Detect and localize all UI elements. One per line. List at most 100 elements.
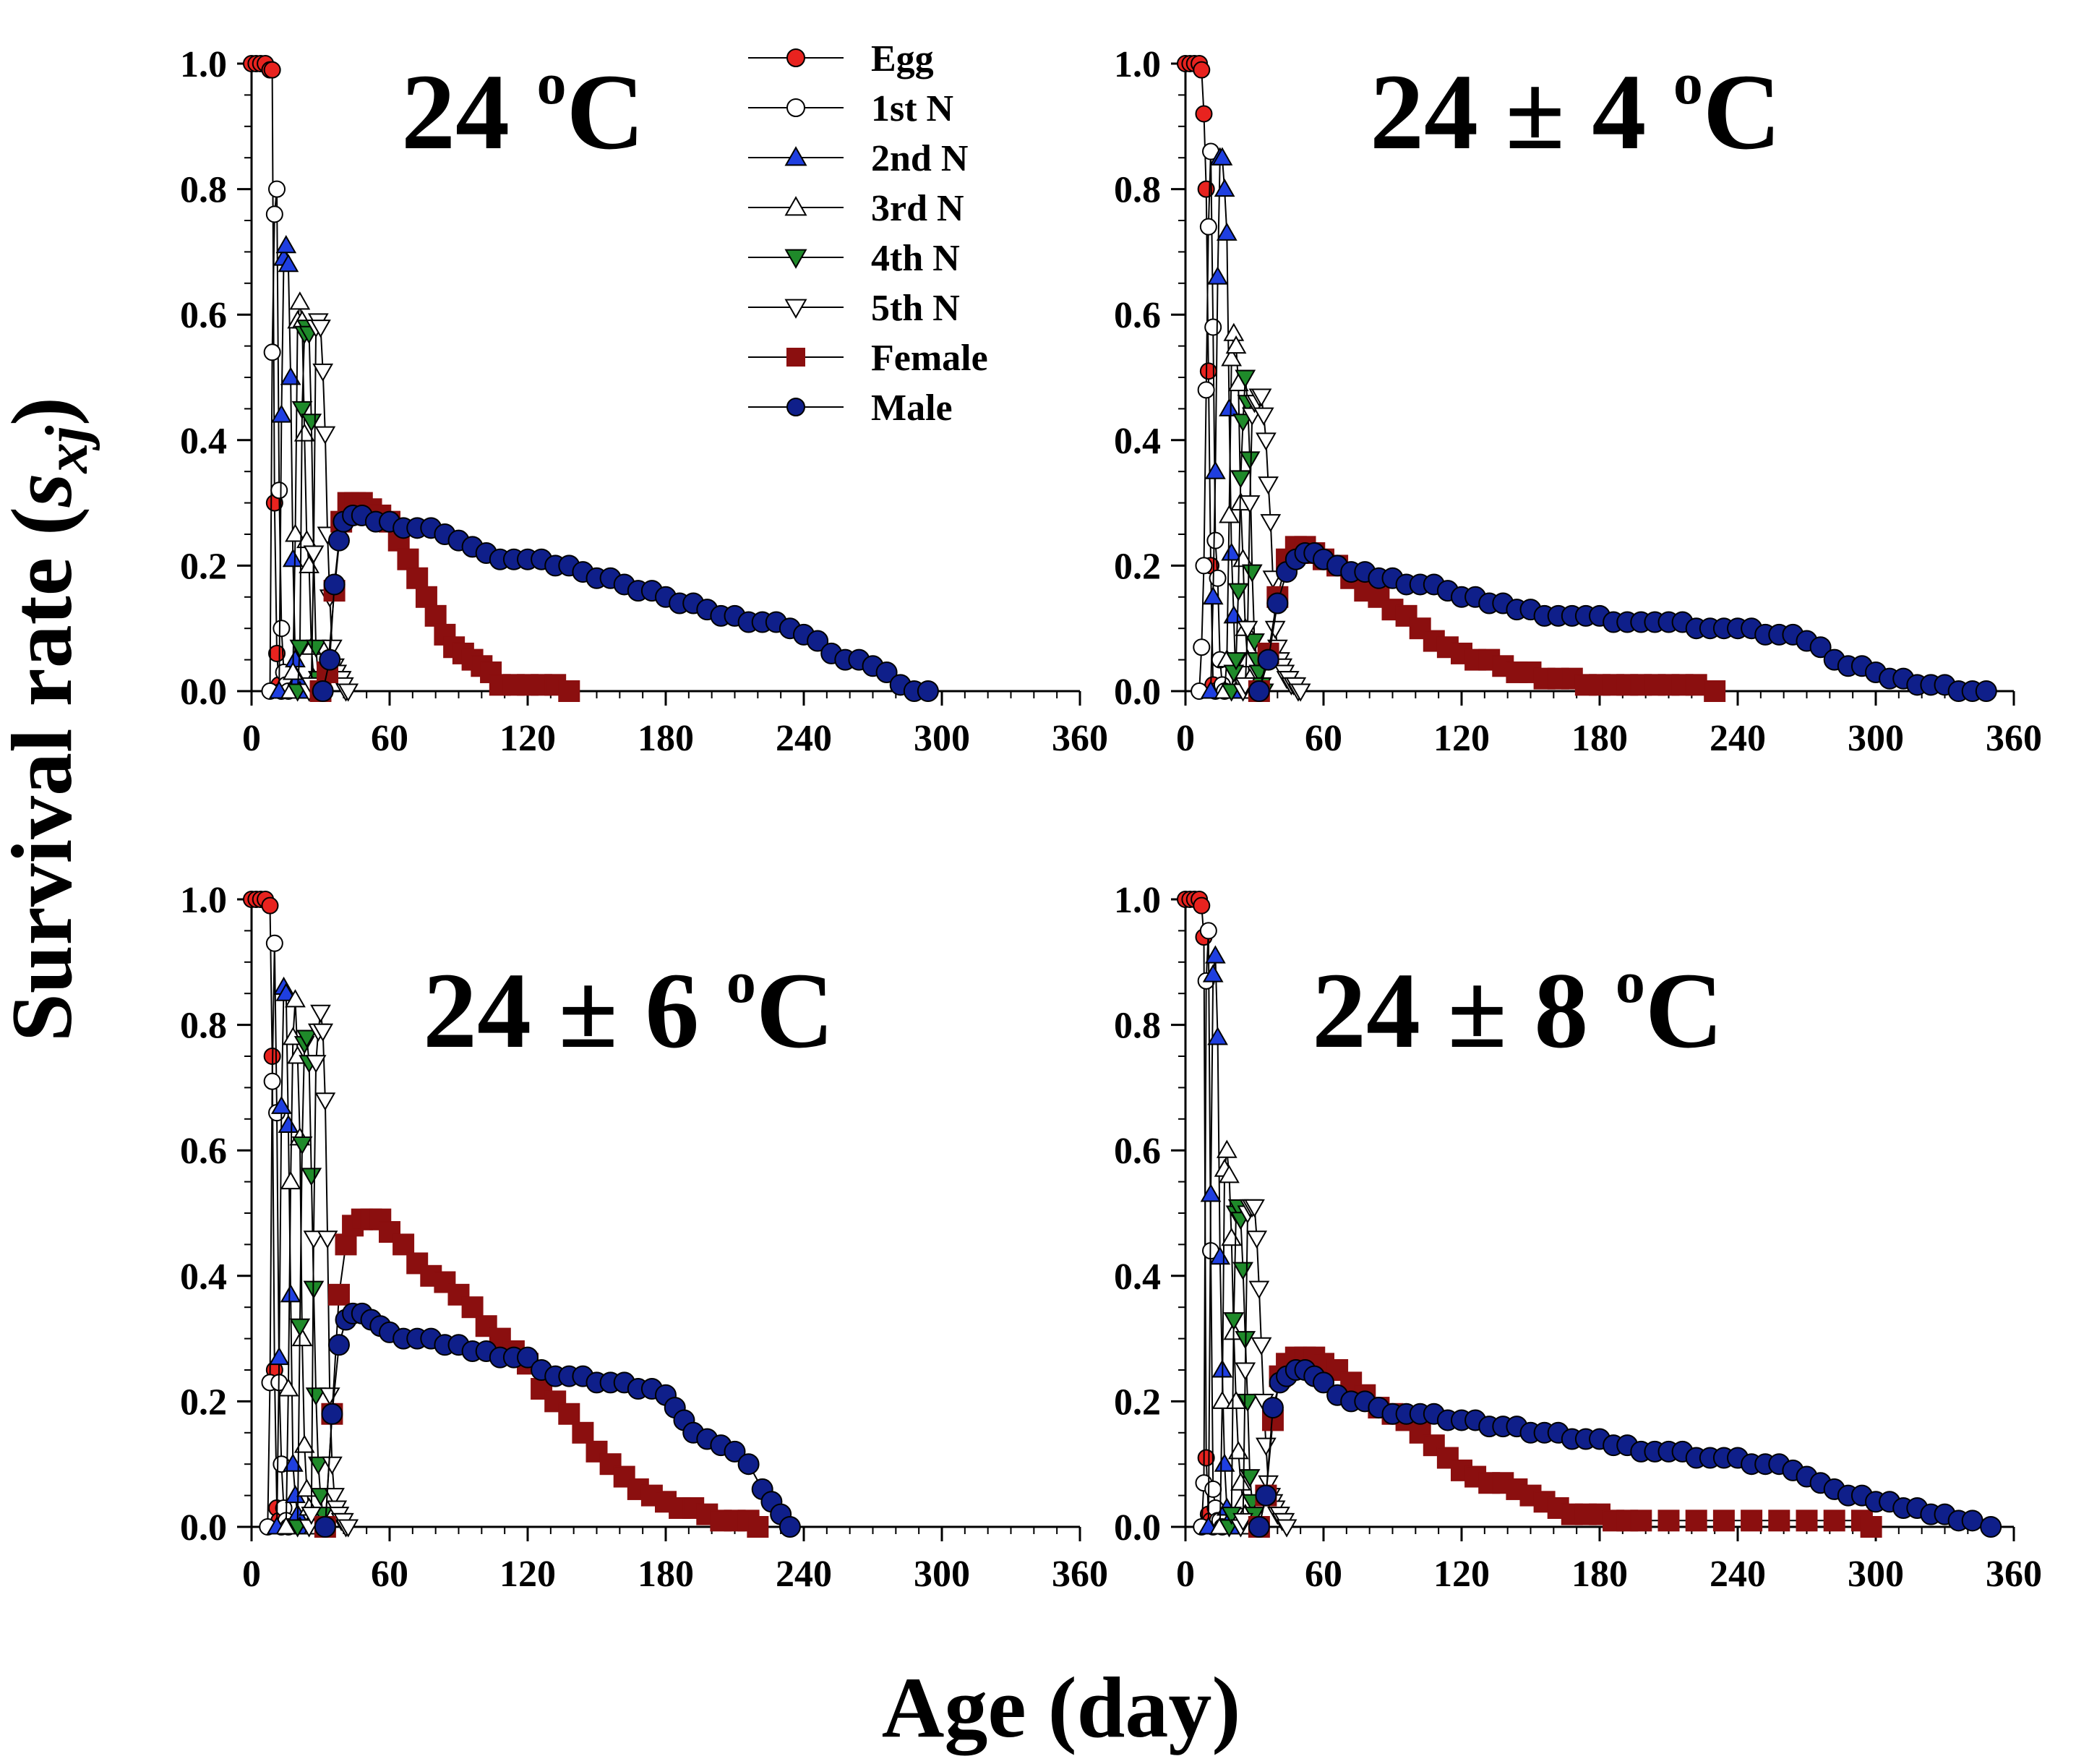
data-point <box>310 1488 331 1507</box>
data-point <box>291 401 313 420</box>
y-tick-label: 0.6 <box>180 295 227 336</box>
panel-title-unit: C <box>1645 951 1723 1071</box>
data-point <box>268 180 286 198</box>
data-point <box>327 1283 350 1306</box>
data-point <box>1685 674 1707 696</box>
x-tick-label: 0 <box>1176 1554 1195 1595</box>
data-point <box>1239 495 1261 514</box>
data-point <box>327 1334 350 1356</box>
data-point <box>327 529 350 552</box>
y-axis-title-symbol: s <box>0 473 90 508</box>
data-point <box>1256 432 1277 451</box>
data-point <box>1235 1362 1256 1381</box>
data-point <box>280 1170 301 1190</box>
data-point <box>280 1284 301 1303</box>
data-point <box>1202 586 1224 605</box>
data-point <box>1193 61 1211 79</box>
y-tick-label: 0.2 <box>180 546 227 587</box>
y-tick-label: 0.4 <box>1114 421 1161 462</box>
data-point <box>1227 583 1249 601</box>
data-point <box>280 367 301 385</box>
panel-title: 24 ± 4 oC <box>1370 51 1781 172</box>
data-point <box>314 426 336 445</box>
data-point <box>1253 407 1274 426</box>
data-point <box>1239 451 1261 470</box>
data-point <box>572 1421 594 1444</box>
panel-title: 24 oC <box>401 51 645 172</box>
data-point <box>1216 1139 1238 1158</box>
legend-marker <box>784 196 807 216</box>
y-tick-label: 0.2 <box>1114 1382 1161 1423</box>
x-tick-label: 360 <box>1986 718 2042 759</box>
data-point <box>1657 1510 1680 1532</box>
series-male <box>312 504 939 702</box>
y-tick-label: 0.8 <box>180 1006 227 1047</box>
data-point <box>1197 381 1215 399</box>
data-point <box>1860 1516 1882 1538</box>
data-point <box>282 1453 304 1472</box>
data-point <box>1741 1510 1763 1532</box>
data-point <box>291 1327 313 1347</box>
legend-marker <box>784 249 807 269</box>
data-point <box>1225 1390 1247 1409</box>
data-point <box>289 291 311 310</box>
series-line <box>252 63 283 692</box>
data-point <box>323 573 346 596</box>
data-point <box>282 662 304 680</box>
panel-title-degree: o <box>537 51 567 116</box>
data-point <box>1255 1484 1277 1507</box>
data-point <box>314 1092 336 1111</box>
data-point <box>301 1168 322 1186</box>
legend-marker <box>784 299 807 319</box>
data-point <box>335 1233 357 1256</box>
panel-title-temp: 24 ± 4 <box>1370 52 1673 172</box>
series-line <box>296 325 322 692</box>
data-point <box>1712 1510 1735 1532</box>
data-point <box>291 1136 313 1155</box>
data-point <box>1214 1453 1235 1472</box>
data-point <box>406 1252 429 1275</box>
data-point <box>275 982 297 1001</box>
x-tick-label: 360 <box>1052 1554 1108 1595</box>
x-tick-label: 240 <box>776 718 832 759</box>
data-point <box>724 1440 746 1463</box>
data-point <box>1219 398 1240 416</box>
data-point <box>1219 1165 1240 1183</box>
legend-marker <box>786 398 805 416</box>
data-point <box>1206 531 1224 549</box>
data-point <box>305 1055 327 1074</box>
data-point <box>1200 680 1222 699</box>
data-point <box>307 1456 329 1475</box>
x-tick-label: 240 <box>776 1554 832 1595</box>
data-point <box>1225 652 1247 671</box>
panel-24pm6c: 0 60 120 180 240 300 360 0.0 0.2 0.4 0.6 0.8 1.0 24 ±… <box>180 880 1108 1595</box>
panel-24c: 0 60 120 180 240 300 360 0.0 0.2 0.4 0.6 0.8 1.0 24 o… <box>180 44 1108 759</box>
y-tick-label: 0.8 <box>180 170 227 211</box>
y-axis-title-close: ) <box>0 397 90 426</box>
data-point <box>268 644 286 662</box>
series-female <box>314 1208 769 1538</box>
y-axis-title: Survival rate (sxj) <box>0 397 100 1042</box>
legend-item-female: Female <box>748 338 988 379</box>
data-point <box>312 363 334 382</box>
panel-24pm4c: 0 60 120 180 240 300 360 0.0 0.2 0.4 0.6 0.8 1.0 24 ±… <box>1114 44 2042 759</box>
legend: Egg 1st N 2nd N 3rd N 4th N 5th N Female Male <box>748 38 988 429</box>
data-point <box>1235 369 1256 388</box>
series-line <box>1210 157 1237 692</box>
data-point <box>261 896 279 915</box>
panel-title-degree: o <box>1673 51 1703 116</box>
x-tick-label: 240 <box>1710 718 1766 759</box>
panel-title: 24 ± 6 oC <box>423 949 834 1071</box>
data-point <box>1451 642 1472 664</box>
data-point <box>1207 266 1228 285</box>
data-point <box>1223 605 1245 624</box>
data-point <box>1248 1516 1270 1538</box>
data-point <box>1202 964 1224 982</box>
data-point <box>1230 470 1251 489</box>
x-tick-label: 120 <box>499 1554 556 1595</box>
data-point <box>338 683 359 702</box>
data-point <box>1823 1510 1845 1532</box>
data-point <box>1276 1519 1298 1538</box>
data-point <box>282 549 304 568</box>
